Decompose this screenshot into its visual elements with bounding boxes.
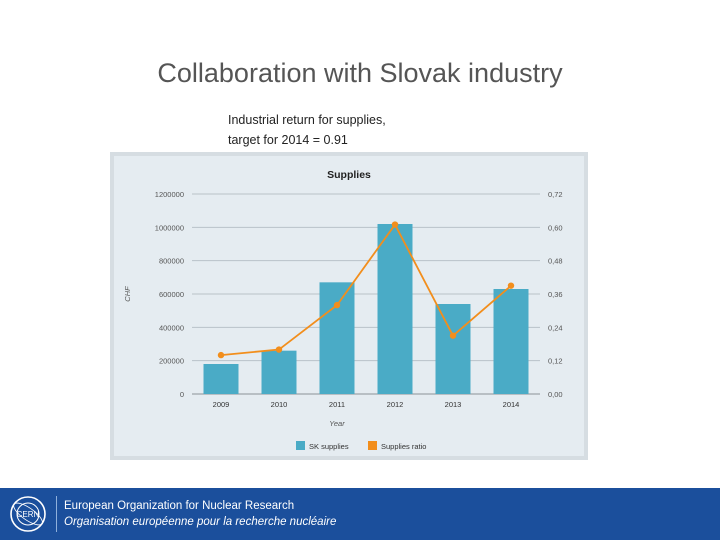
point-supplies-ratio bbox=[449, 332, 457, 339]
legend-swatch-sk-supplies bbox=[296, 441, 305, 450]
y-tick-label: 200000 bbox=[159, 357, 184, 366]
supplies-chart: Supplies 0 0,00 200000 0,12 400000 0,24 600000 0… bbox=[123, 169, 563, 451]
point-supplies-ratio bbox=[217, 351, 225, 359]
legend-swatch-supplies-ratio bbox=[368, 441, 377, 450]
x-tick-label: 2012 bbox=[387, 400, 404, 409]
point-supplies-ratio bbox=[333, 301, 341, 309]
legend-label-supplies-ratio: Supplies ratio bbox=[381, 442, 426, 451]
chart-panel: Supplies 0 0,00 200000 0,12 400000 0,24 600000 0… bbox=[110, 152, 588, 460]
legend-label-sk-supplies: SK supplies bbox=[309, 442, 349, 451]
y-tick-label: 0 bbox=[180, 390, 184, 399]
bar-sk-supplies bbox=[493, 289, 529, 394]
footer-line-fr: Organisation européenne pour la recherch… bbox=[64, 516, 337, 528]
bar-sk-supplies bbox=[203, 364, 239, 394]
subtitle-line-1: Industrial return for supplies, bbox=[228, 113, 386, 127]
point-supplies-ratio bbox=[391, 221, 399, 228]
y2-tick-label: 0,24 bbox=[548, 323, 563, 332]
x-tick-label: 2010 bbox=[271, 400, 288, 409]
x-tick-label: 2011 bbox=[329, 400, 345, 409]
point-supplies-ratio bbox=[507, 282, 515, 289]
subtitle-line-2: target for 2014 = 0.91 bbox=[228, 133, 348, 147]
x-tick-label: 2009 bbox=[213, 400, 230, 409]
y2-tick-label: 0,48 bbox=[548, 257, 563, 266]
footer-divider bbox=[56, 496, 57, 532]
y2-tick-label: 0,00 bbox=[548, 390, 563, 399]
bar-sk-supplies bbox=[319, 282, 355, 394]
footer-bar: CERN European Organization for Nuclear R… bbox=[0, 488, 720, 540]
x-axis-label: Year bbox=[329, 419, 345, 428]
y-tick-label: 600000 bbox=[159, 290, 184, 299]
chart-title: Supplies bbox=[327, 169, 371, 181]
footer-line-en: European Organization for Nuclear Resear… bbox=[64, 500, 295, 512]
bar-sk-supplies bbox=[435, 304, 471, 394]
y-tick-label: 800000 bbox=[159, 257, 184, 266]
bar-sk-supplies bbox=[377, 224, 413, 394]
y2-tick-label: 0,72 bbox=[548, 190, 563, 199]
x-tick-label: 2014 bbox=[503, 400, 520, 409]
slide-title: Collaboration with Slovak industry bbox=[157, 58, 563, 88]
line-supplies-ratio bbox=[220, 222, 512, 357]
y2-tick-label: 0,36 bbox=[548, 290, 563, 299]
footer-organization: European Organization for Nuclear Resear… bbox=[64, 498, 336, 530]
y-tick-label: 1200000 bbox=[155, 190, 184, 199]
bar-sk-supplies bbox=[261, 350, 297, 394]
y2-tick-label: 0,12 bbox=[548, 357, 563, 366]
chart-area: Supplies 0 0,00 200000 0,12 400000 0,24 600000 0… bbox=[114, 156, 584, 456]
y-tick-label: 1000000 bbox=[155, 223, 184, 232]
svg-text:CERN: CERN bbox=[17, 510, 40, 519]
point-supplies-ratio bbox=[275, 346, 283, 353]
x-tick-label: 2013 bbox=[445, 400, 462, 409]
y2-tick-label: 0,60 bbox=[548, 223, 563, 232]
y-tick-label: 400000 bbox=[159, 323, 184, 332]
y-axis-label: CHF bbox=[123, 286, 132, 302]
cern-logo-icon: CERN bbox=[10, 496, 46, 532]
slide-subtitle: Industrial return for supplies, target f… bbox=[228, 110, 386, 150]
